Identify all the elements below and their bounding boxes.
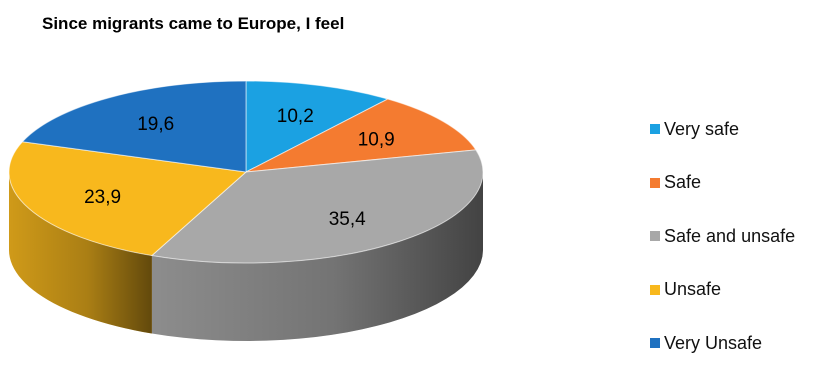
pie-slice-very-unsafe[interactable]	[21, 80, 247, 173]
legend-swatch	[650, 338, 660, 348]
pie-slice-safe[interactable]	[245, 98, 477, 173]
pie-side-shade-safe-and-unsafe	[151, 172, 483, 341]
pie-slice-safe-and-unsafe[interactable]	[150, 149, 484, 264]
pie-sides	[9, 172, 483, 341]
slice-value-label-safe-and-unsafe: 35,4	[329, 209, 366, 230]
legend-item-safe: Safe	[650, 170, 795, 196]
slice-value-label-safe: 10,9	[358, 130, 395, 151]
pie-labels: 10,2 10,9 35,4 23,9 19,6	[84, 106, 395, 230]
legend-item-very-unsafe: Very Unsafe	[650, 330, 795, 356]
pie-slice-very-safe[interactable]	[245, 80, 390, 173]
pie-chart: 10,2 10,9 35,4 23,9 19,6	[8, 80, 484, 341]
slice-value-label-unsafe: 23,9	[84, 187, 121, 208]
chart-legend: Very safe Safe Safe and unsafe Unsafe Very U…	[650, 116, 795, 384]
legend-swatch	[650, 177, 660, 188]
legend-item-unsafe: Unsafe	[650, 277, 795, 303]
pie-slice-unsafe[interactable]	[8, 141, 248, 257]
slice-value-label-very-safe: 10,2	[277, 106, 314, 127]
chart-title: Since migrants came to Europe, I feel	[42, 14, 345, 33]
legend-swatch	[650, 231, 660, 241]
pie-side-shade-unsafe	[9, 172, 152, 334]
legend-swatch	[650, 284, 660, 295]
legend-label: Very safe	[664, 118, 740, 139]
legend-label: Safe and unsafe	[664, 225, 796, 246]
legend-label: Unsafe	[664, 279, 722, 299]
legend-item-safe-and-unsafe: Safe and unsafe	[650, 223, 795, 249]
slice-value-label-very-unsafe: 19,6	[137, 114, 174, 135]
legend-swatch	[650, 124, 660, 134]
legend-label: Safe	[664, 172, 702, 192]
pie-tops	[8, 80, 484, 264]
legend-label: Very Unsafe	[664, 332, 763, 353]
legend-item-very-safe: Very safe	[650, 116, 795, 142]
